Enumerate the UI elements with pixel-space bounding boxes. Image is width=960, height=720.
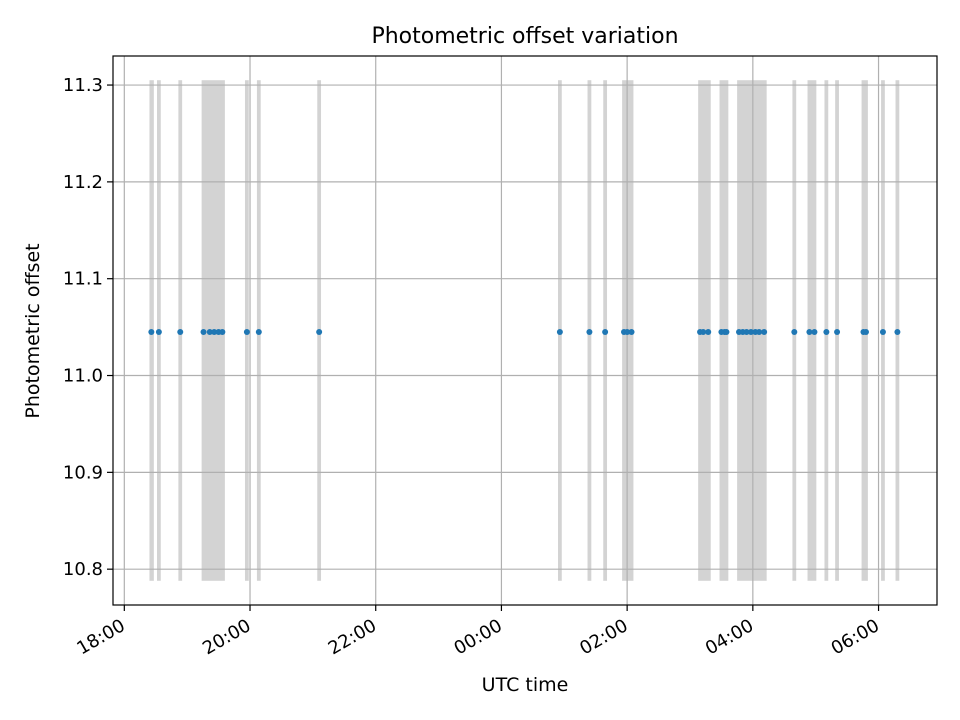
data-point [894, 328, 901, 335]
plot-frame [112, 55, 938, 606]
data-point [756, 328, 763, 335]
y-tick-label: 11.2 [63, 172, 103, 193]
data-point [316, 328, 323, 335]
data-point [219, 328, 226, 335]
data-point [586, 328, 593, 335]
data-point [723, 328, 730, 335]
data-points [148, 328, 901, 335]
data-point [155, 328, 162, 335]
chart-title: Photometric offset variation [371, 24, 678, 49]
data-point [602, 328, 609, 335]
data-point [705, 328, 712, 335]
data-point [243, 328, 250, 335]
y-tick-label: 11.3 [63, 75, 103, 96]
data-point [862, 328, 869, 335]
y-axis-ticks: 10.8 10.9 11.0 11.1 11.2 11.3 [63, 75, 113, 580]
y-tick-label: 10.9 [63, 462, 103, 483]
data-point [200, 328, 207, 335]
data-point [823, 328, 830, 335]
data-point [556, 328, 563, 335]
data-point [628, 328, 635, 335]
data-point [806, 328, 813, 335]
data-point [747, 328, 754, 335]
y-tick-label: 10.8 [63, 559, 103, 580]
data-point [211, 328, 218, 335]
data-point [743, 328, 750, 335]
data-point [177, 328, 184, 335]
data-point [811, 328, 818, 335]
x-axis-title: UTC time [482, 674, 569, 696]
data-point [206, 328, 213, 335]
data-point [624, 328, 631, 335]
data-point [148, 328, 155, 335]
y-tick-label: 11.1 [63, 269, 103, 290]
y-tick-label: 11.0 [63, 366, 103, 387]
data-point [700, 328, 707, 335]
data-point [834, 328, 841, 335]
y-axis-title: Photometric offset [22, 243, 44, 418]
grid-lines [113, 56, 937, 605]
data-point [791, 328, 798, 335]
data-point [761, 328, 768, 335]
data-point [879, 328, 886, 335]
data-point [255, 328, 262, 335]
